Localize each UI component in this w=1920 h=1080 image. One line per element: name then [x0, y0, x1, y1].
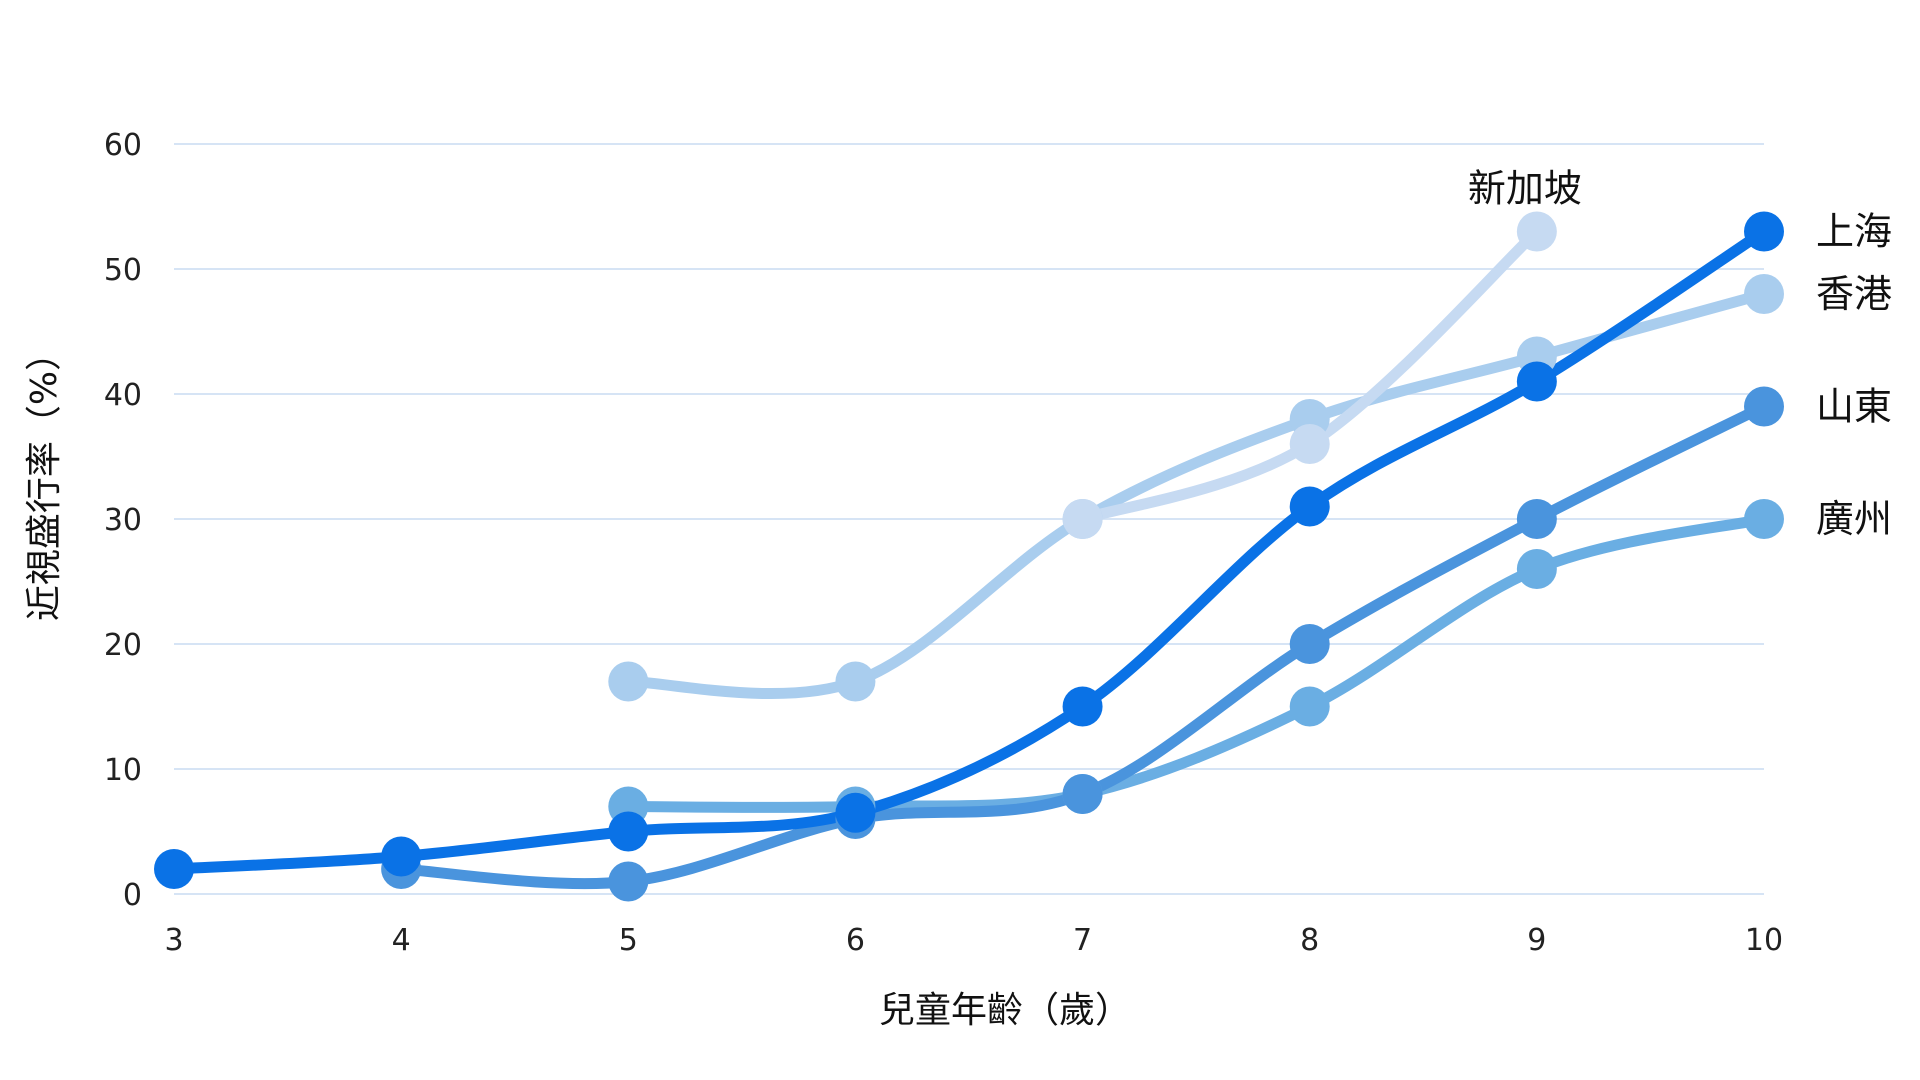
y-axis-label: 近視盛行率（%）	[24, 335, 65, 621]
series-label: 香港	[1816, 272, 1892, 316]
data-point	[1516, 549, 1557, 589]
series-label: 山東	[1816, 385, 1892, 429]
data-point	[1062, 686, 1103, 727]
data-point	[608, 811, 649, 852]
y-tick-label: 0	[123, 878, 142, 913]
x-axis-label: 兒童年齡（歲）	[879, 990, 1131, 1031]
y-tick-label: 20	[104, 628, 142, 663]
x-tick-label: 8	[1300, 923, 1319, 958]
x-tick-label: 5	[619, 923, 638, 958]
data-point	[1744, 386, 1784, 427]
data-point	[1062, 774, 1103, 814]
data-point	[1744, 211, 1784, 252]
data-point	[1289, 424, 1330, 464]
series-line	[622, 288, 1770, 700]
y-tick-labels: 0 10 20 30 40 50 60	[104, 128, 142, 913]
data-point	[154, 849, 194, 889]
data-point	[1516, 499, 1557, 539]
data-point	[608, 661, 649, 702]
x-tick-label: 4	[392, 923, 411, 958]
series-line	[168, 226, 1770, 875]
data-point	[1062, 499, 1103, 539]
data-point	[1289, 624, 1330, 664]
series-0	[622, 288, 1770, 700]
series-2	[622, 513, 1770, 813]
series-points	[154, 211, 1784, 902]
y-tick-label: 60	[104, 128, 142, 163]
data-point	[1516, 361, 1557, 402]
data-point	[835, 792, 876, 833]
x-tick-label: 9	[1527, 923, 1546, 958]
x-tick-label: 6	[846, 923, 865, 958]
data-point	[1744, 499, 1784, 539]
gridlines	[174, 143, 1764, 895]
data-point	[835, 661, 876, 702]
data-point	[1289, 686, 1330, 727]
series-line	[622, 513, 1770, 813]
series-label: 新加坡	[1468, 167, 1582, 211]
y-tick-label: 50	[104, 253, 142, 288]
y-tick-label: 30	[104, 503, 142, 538]
y-tick-label: 40	[104, 378, 142, 413]
y-tick-label: 10	[104, 753, 142, 788]
series-4	[168, 226, 1770, 875]
data-point	[381, 836, 422, 877]
data-point	[1516, 211, 1557, 252]
data-point	[1289, 486, 1330, 527]
data-point	[608, 861, 649, 902]
x-tick-label: 3	[164, 923, 183, 958]
series-label: 廣州	[1816, 497, 1892, 541]
series-label: 上海	[1816, 210, 1892, 254]
x-tick-label: 7	[1073, 923, 1092, 958]
data-point	[1744, 274, 1784, 314]
x-tick-label: 10	[1745, 923, 1783, 958]
x-tick-labels: 3 4 5 6 7 8 9 10	[164, 923, 1783, 958]
